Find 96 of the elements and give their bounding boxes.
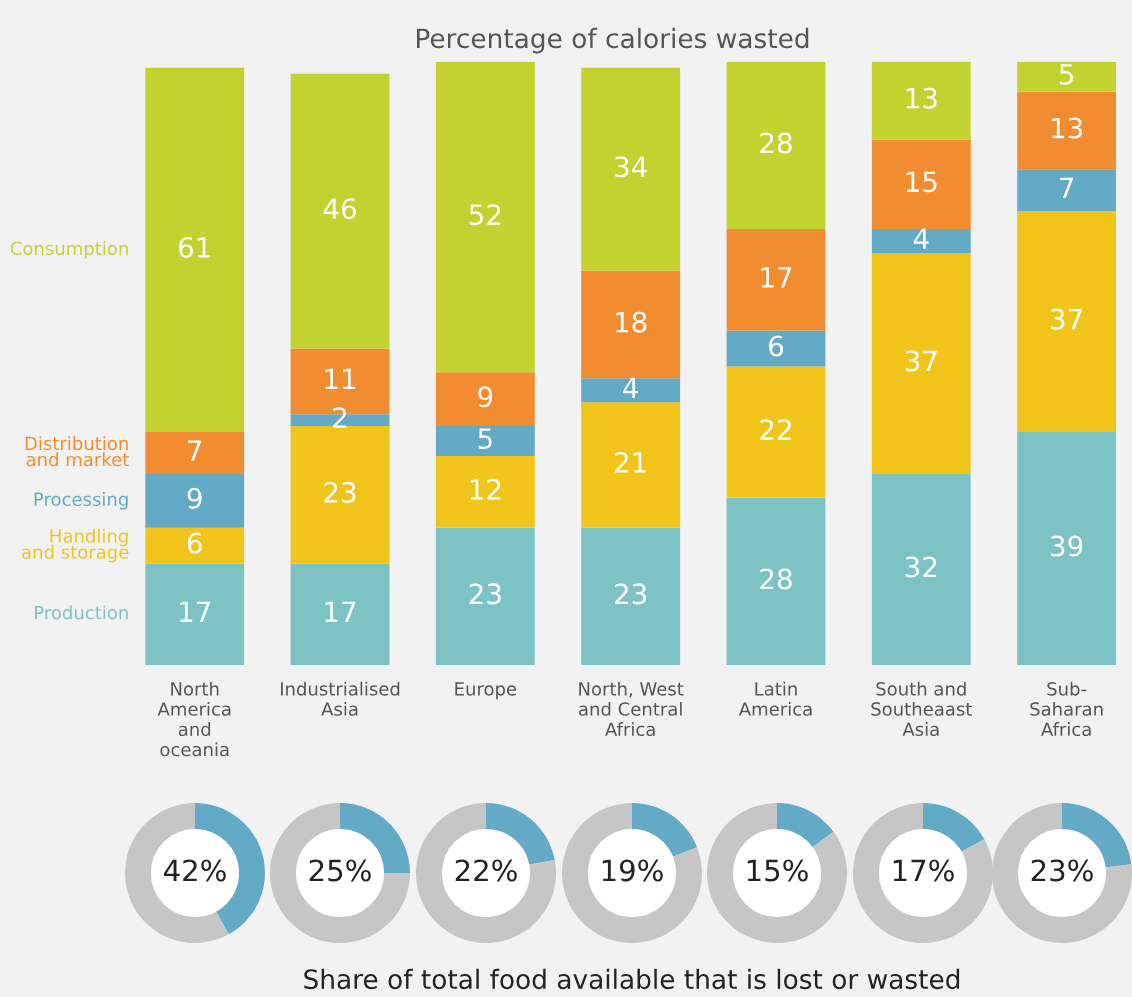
x-tick-label: Industrialised Asia: [280, 681, 400, 716]
data-label: 15: [906, 171, 937, 193]
bar: [435, 372, 535, 427]
donut-slice: [923, 803, 985, 853]
data-label: 12: [470, 478, 501, 500]
data-label: 11: [325, 368, 356, 389]
data-label: 32: [905, 556, 937, 578]
bar: [581, 402, 681, 528]
data-label: 7: [188, 440, 202, 461]
bar: [581, 378, 681, 403]
data-label: 17: [325, 601, 356, 622]
data-label: 37: [905, 350, 937, 372]
bar: [1017, 211, 1117, 433]
data-label: 5: [478, 428, 492, 450]
bar: [145, 563, 245, 665]
bar: [290, 73, 390, 349]
series-label: Processing: [34, 492, 128, 510]
series-label: Handling and storage: [22, 528, 129, 563]
bar: [581, 270, 681, 379]
bar: [581, 527, 681, 665]
data-label: 25%: [309, 859, 371, 882]
data-label: 23: [615, 583, 647, 605]
bar: [290, 426, 390, 564]
donut-slice: [632, 803, 698, 858]
data-label: 18: [616, 311, 647, 333]
data-label: 42%: [164, 859, 226, 882]
data-label: 7: [1060, 177, 1074, 198]
donut-slice: [416, 803, 556, 943]
donut-slice: [125, 803, 229, 943]
x-tick-label: Europe: [455, 682, 517, 700]
x-tick-label: North America and oceania: [157, 681, 231, 757]
bar: [435, 455, 535, 528]
data-label: 15%: [747, 859, 808, 882]
data-label: 4: [623, 377, 638, 398]
data-label: 6: [769, 335, 784, 357]
data-label: 17: [180, 601, 211, 622]
bar: [726, 61, 826, 230]
bar: [871, 473, 971, 665]
bar: [871, 252, 971, 474]
x-tick-label: North, West and Central Africa: [579, 681, 684, 737]
donut-slice: [777, 803, 834, 848]
bar: [435, 426, 535, 456]
data-label: 4: [913, 228, 929, 249]
series-label: Production: [35, 605, 128, 620]
bar: [1017, 169, 1117, 212]
bar: [145, 473, 245, 528]
data-label: 28: [760, 568, 792, 590]
donut-slice: [562, 803, 702, 943]
bar: [1017, 432, 1117, 665]
data-label: 37: [1051, 308, 1082, 330]
bar: [726, 229, 826, 331]
chart-title: Percentage of calories wasted: [417, 27, 809, 54]
bar: [290, 563, 390, 665]
bar: [726, 366, 826, 498]
x-tick-label: South and Southeaast Asia: [871, 681, 972, 737]
data-label: 21: [615, 451, 646, 473]
data-label: 23%: [1031, 859, 1093, 882]
data-label: 39: [1051, 535, 1083, 557]
bar: [871, 229, 971, 253]
data-label: 9: [478, 386, 493, 408]
bar: [871, 139, 971, 230]
bar: [145, 527, 245, 564]
x-tick-label: Latin America: [738, 681, 812, 716]
series-label: Consumption: [10, 241, 128, 259]
data-label: 5: [1059, 64, 1074, 85]
x-tick-label: Sub- Saharan Africa: [1030, 681, 1103, 737]
bar: [435, 527, 535, 665]
data-label: 61: [178, 236, 210, 258]
data-label: 22: [760, 419, 791, 440]
data-label: 6: [187, 532, 202, 554]
bar: [435, 61, 535, 373]
data-label: 46: [323, 198, 356, 220]
data-label: 28: [760, 132, 792, 154]
data-label: 19%: [602, 859, 663, 882]
data-label: 23: [324, 481, 356, 503]
bar: [726, 330, 826, 367]
text: Share of total food available that is lost or wasted: [304, 968, 960, 990]
data-label: 13: [1051, 117, 1083, 139]
data-label: 34: [615, 156, 647, 178]
donut-slice: [707, 803, 847, 943]
bar: [726, 497, 826, 665]
bar: [145, 432, 245, 474]
data-label: 52: [469, 204, 501, 226]
data-label: 9: [187, 487, 202, 509]
bar: [581, 67, 681, 271]
bar: [1017, 61, 1117, 92]
data-label: 23: [469, 583, 501, 605]
bar: [145, 67, 245, 433]
data-label: 17%: [893, 859, 954, 882]
data-label: 22%: [455, 859, 517, 882]
bar: [1017, 91, 1117, 170]
bar: [871, 61, 971, 140]
donut-slice: [270, 803, 410, 943]
series-label: Distribution and market: [25, 436, 129, 467]
data-label: 13: [906, 87, 937, 109]
data-label: 17: [761, 267, 792, 288]
